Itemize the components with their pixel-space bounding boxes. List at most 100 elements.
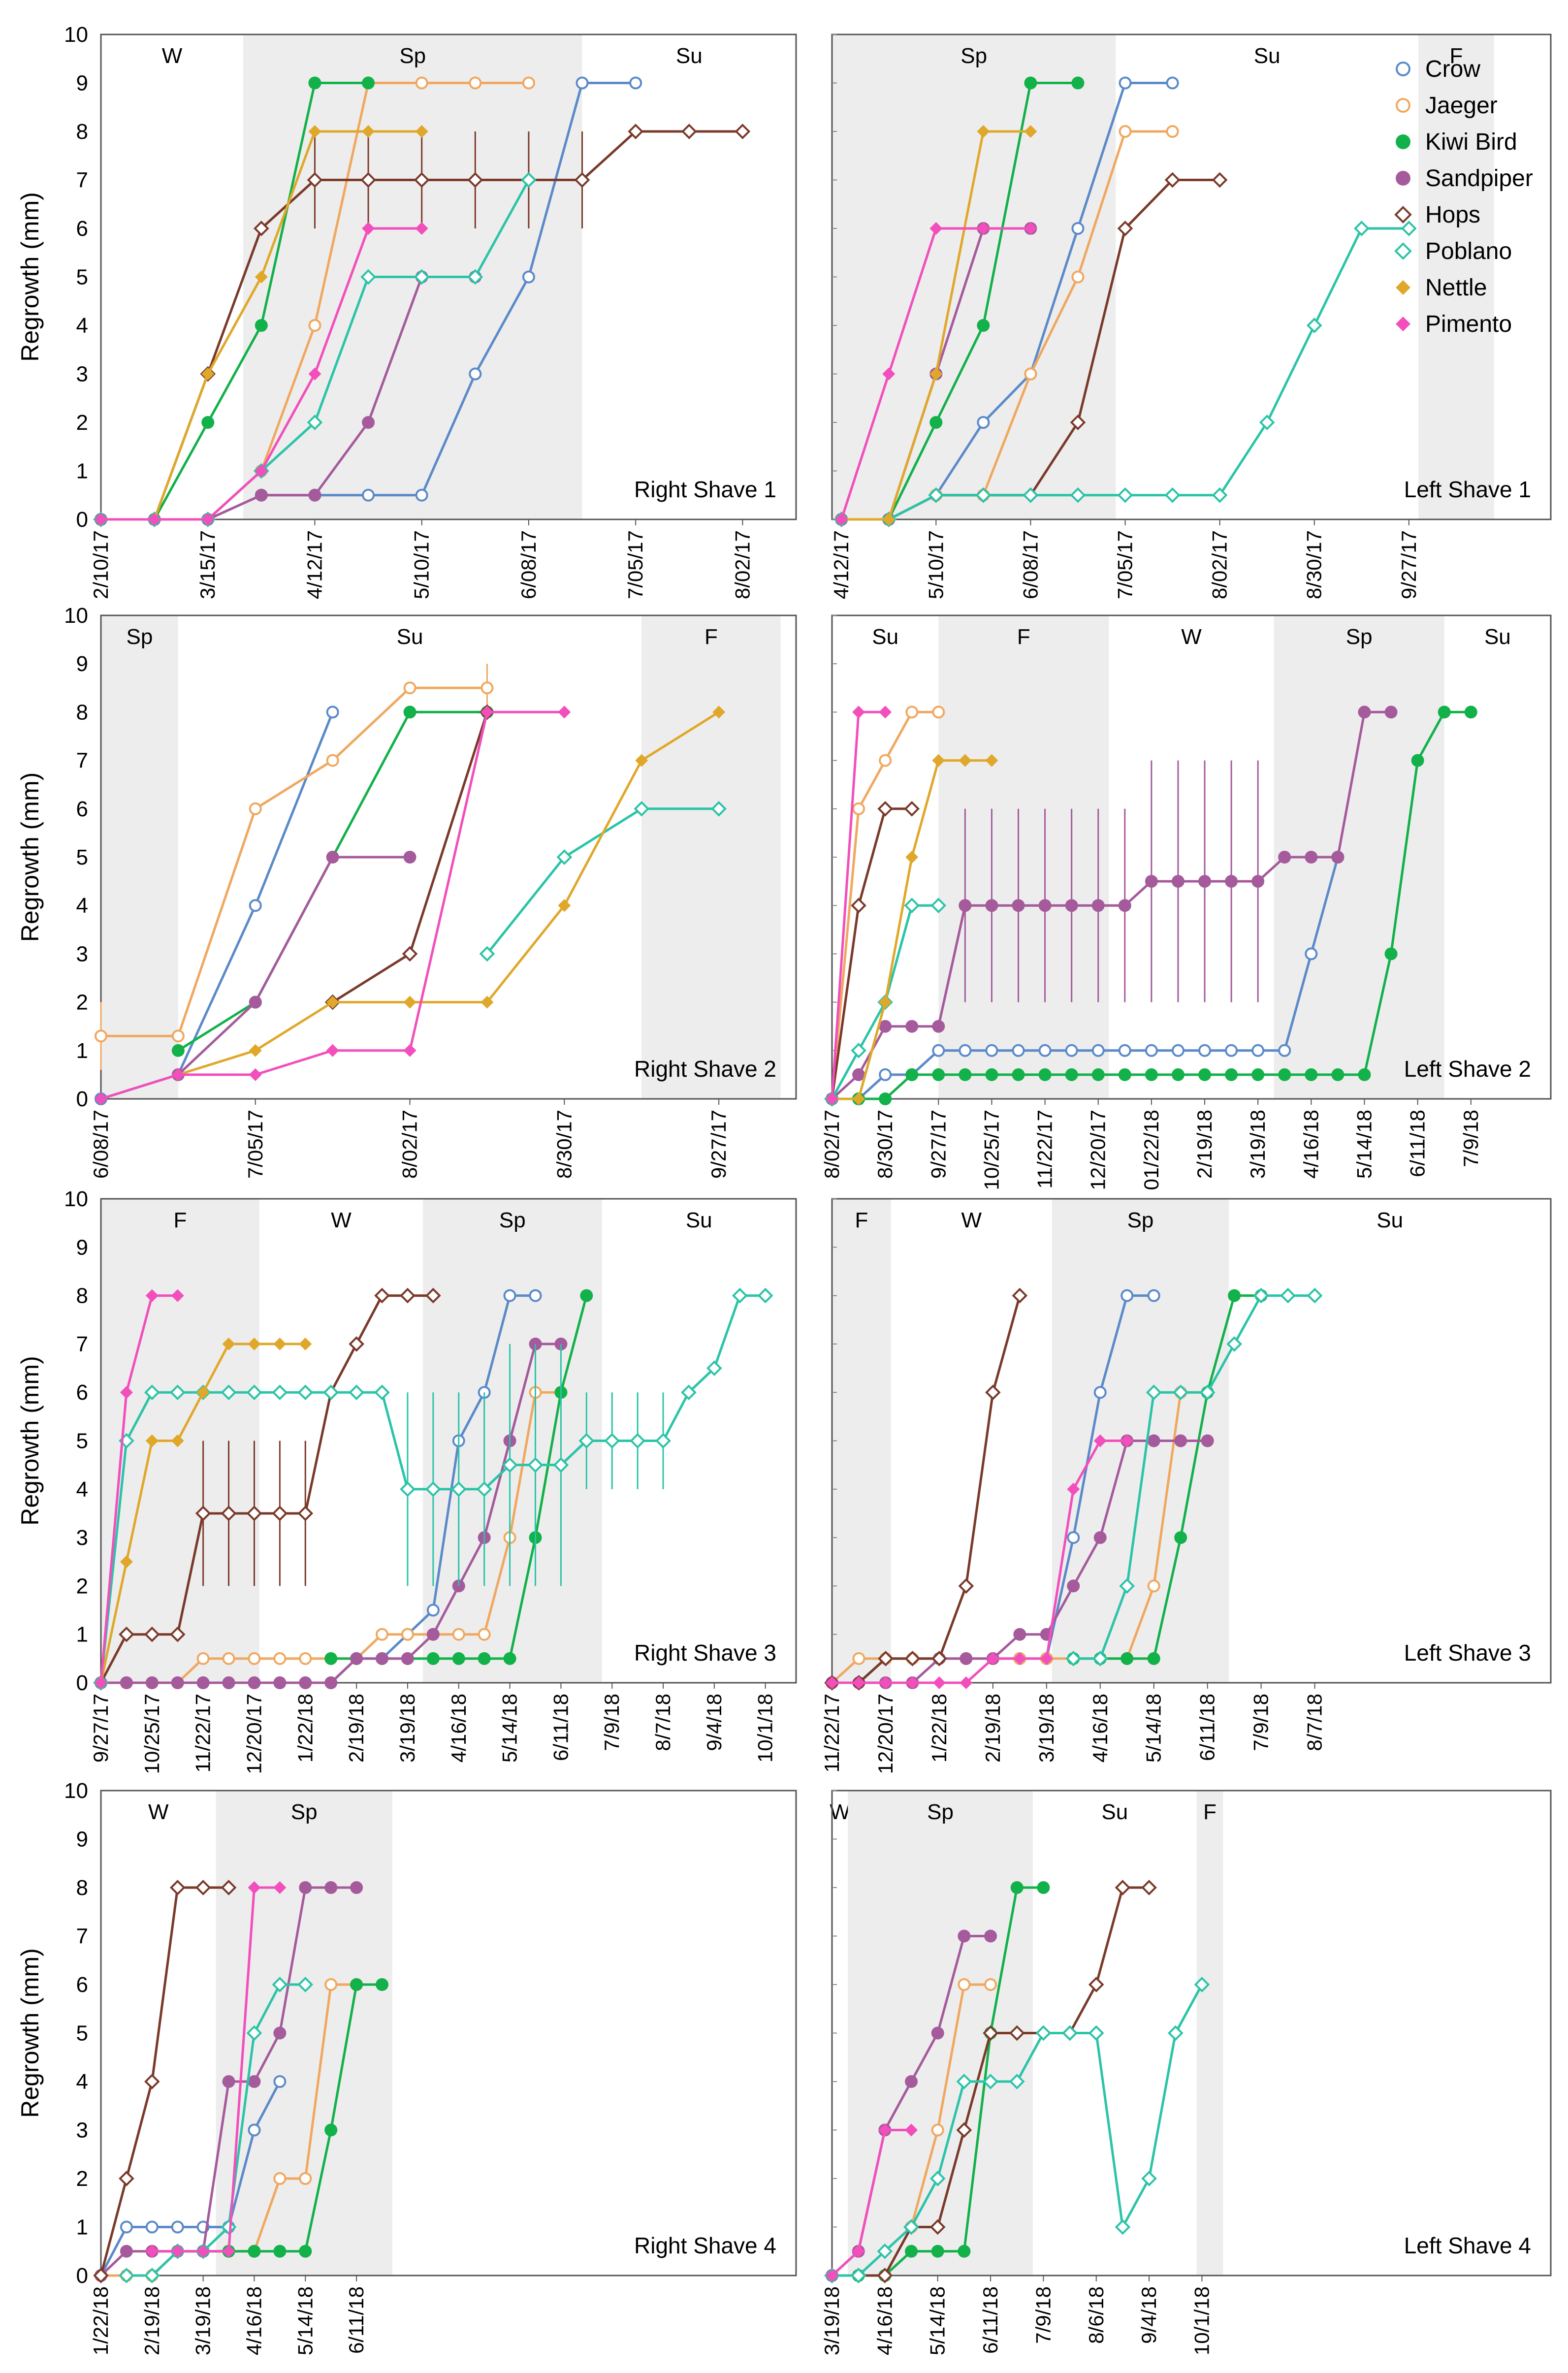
data-point xyxy=(196,1676,210,1689)
data-point xyxy=(425,1287,441,1304)
data-point xyxy=(273,1652,287,1665)
x-tick-label: 7/9/18 xyxy=(600,1694,623,1751)
data-point xyxy=(1228,1289,1241,1302)
data-point xyxy=(171,1434,184,1447)
data-point xyxy=(932,754,945,767)
panel-title: Right Shave 2 xyxy=(634,1056,776,1082)
season-band xyxy=(216,1791,392,2276)
data-point xyxy=(904,898,920,914)
data-point xyxy=(1012,899,1025,912)
data-point xyxy=(1091,899,1105,912)
x-tick-label: 11/22/17 xyxy=(192,1694,215,1772)
series-pimento xyxy=(95,705,571,1105)
data-point xyxy=(929,2171,946,2186)
data-point xyxy=(1147,1579,1160,1593)
data-point xyxy=(882,513,896,526)
data-point xyxy=(1225,875,1238,888)
data-point xyxy=(120,1386,133,1399)
data-point xyxy=(1145,1068,1158,1081)
y-tick-label: 6 xyxy=(76,217,88,241)
x-tick-label: 9/27/17 xyxy=(927,1110,950,1179)
legend-item-jaeger: Jaeger xyxy=(1396,93,1498,119)
data-point xyxy=(479,946,495,962)
data-point xyxy=(655,1433,671,1449)
data-point xyxy=(255,270,268,284)
data-point xyxy=(711,801,727,817)
data-point xyxy=(272,1977,288,1992)
data-point xyxy=(1225,1068,1238,1081)
series-pimento xyxy=(826,705,892,1105)
x-tick-label: 5/14/18 xyxy=(1142,1694,1165,1763)
data-point xyxy=(878,2123,892,2137)
y-tick-label: 9 xyxy=(76,652,88,676)
x-tick-label: 8/30/17 xyxy=(552,1110,576,1179)
data-point xyxy=(1331,851,1344,864)
x-tick-label: 8/7/18 xyxy=(651,1694,674,1751)
data-point xyxy=(977,319,990,332)
data-point xyxy=(1253,1287,1269,1304)
x-tick-label: 10/25/17 xyxy=(140,1694,163,1774)
legend-marker xyxy=(1396,280,1410,295)
season-label: Sp xyxy=(127,625,153,649)
data-point xyxy=(932,705,945,719)
y-tick-label: 6 xyxy=(76,1380,88,1405)
data-point xyxy=(144,1626,160,1642)
season-label: Su xyxy=(1254,44,1280,68)
data-point xyxy=(400,1481,416,1497)
series-nettle xyxy=(95,1337,312,1689)
season-label: Sp xyxy=(399,44,426,68)
x-tick-label: 01/22/18 xyxy=(1140,1110,1163,1190)
data-point xyxy=(350,1652,363,1665)
data-point xyxy=(248,1652,261,1665)
series-line xyxy=(831,710,1391,1100)
x-tick-label: 8/30/17 xyxy=(873,1110,896,1179)
data-point xyxy=(1384,705,1398,719)
x-tick-label: 6/08/17 xyxy=(89,1110,112,1179)
data-point xyxy=(852,1652,865,1665)
season-label: Sp xyxy=(927,1800,954,1824)
legend-label: Crow xyxy=(1425,56,1480,82)
data-point xyxy=(195,1506,211,1521)
legend-label: Poblano xyxy=(1425,238,1512,264)
data-point xyxy=(145,2245,159,2258)
data-point xyxy=(299,1652,312,1665)
y-tick-label: 10 xyxy=(64,1779,88,1803)
data-point xyxy=(1070,487,1086,503)
data-point xyxy=(835,513,848,526)
x-tick-label: 10/1/18 xyxy=(1190,2286,1213,2355)
y-tick-label: 4 xyxy=(76,2070,88,2094)
data-point xyxy=(1065,1068,1078,1081)
data-point xyxy=(249,899,262,912)
data-point xyxy=(1088,2025,1104,2041)
data-point xyxy=(578,1433,595,1449)
data-point xyxy=(958,1578,974,1594)
data-point xyxy=(169,1880,186,1895)
data-point xyxy=(1093,1531,1107,1544)
data-point xyxy=(426,1652,440,1665)
y-tick-label: 1 xyxy=(76,1039,88,1063)
series-pimento xyxy=(826,1434,1134,1689)
panel-title: Left Shave 2 xyxy=(1404,1056,1531,1082)
panel-right-shave-1: W Sp Su 0 1 2 3 4 5 6 7 8 9 10 Regrowth (mm) 2/10/17 3/1… xyxy=(16,23,797,599)
data-point xyxy=(712,705,726,719)
data-point xyxy=(1091,1068,1105,1081)
data-point xyxy=(415,76,428,90)
data-point xyxy=(553,1457,569,1473)
data-point xyxy=(478,1652,491,1665)
data-point xyxy=(221,2219,237,2235)
data-point xyxy=(959,1068,972,1081)
data-point xyxy=(1171,1044,1184,1057)
data-point xyxy=(1225,1044,1238,1057)
x-tick-label: 7/05/17 xyxy=(1114,530,1137,599)
x-tick-label: 6/11/18 xyxy=(1406,1110,1429,1177)
x-tick-label: 1/22/18 xyxy=(928,1694,951,1763)
data-point xyxy=(879,1020,892,1033)
data-point xyxy=(196,1386,210,1399)
x-tick-label: 11/22/17 xyxy=(820,1694,843,1772)
y-tick-label: 9 xyxy=(76,71,88,96)
y-tick-label: 3 xyxy=(76,362,88,386)
data-point xyxy=(502,1457,518,1473)
data-point xyxy=(1091,1044,1105,1057)
data-point xyxy=(985,754,998,767)
data-point xyxy=(171,1044,185,1057)
